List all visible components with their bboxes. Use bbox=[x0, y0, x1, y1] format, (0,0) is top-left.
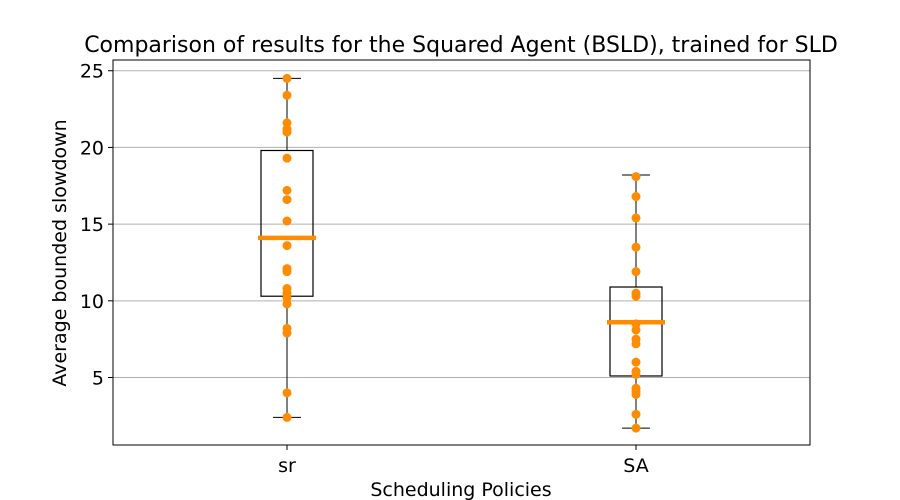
y-tick-label: 20 bbox=[80, 137, 104, 159]
data-point bbox=[282, 267, 292, 277]
x-tick-label: sr bbox=[278, 455, 296, 477]
data-point bbox=[282, 412, 292, 422]
data-point bbox=[631, 291, 641, 301]
data-point bbox=[282, 127, 292, 137]
data-point bbox=[631, 357, 641, 367]
data-point bbox=[282, 328, 292, 338]
data-point bbox=[282, 299, 292, 309]
points-layer bbox=[282, 73, 641, 433]
data-point bbox=[631, 213, 641, 223]
data-point bbox=[282, 185, 292, 195]
boxes-layer bbox=[258, 77, 665, 429]
y-tick-label: 15 bbox=[80, 214, 104, 236]
data-point bbox=[282, 90, 292, 100]
x-tick-label: SA bbox=[623, 455, 648, 477]
y-axis-label: Average bounded slowdown bbox=[49, 119, 71, 386]
data-point bbox=[282, 388, 292, 398]
y-tick-label: 10 bbox=[80, 291, 104, 313]
data-point bbox=[282, 195, 292, 205]
data-point bbox=[631, 325, 641, 335]
data-point bbox=[631, 267, 641, 277]
data-point bbox=[631, 423, 641, 433]
data-point bbox=[631, 242, 641, 252]
y-tick-label: 5 bbox=[92, 368, 104, 390]
data-point bbox=[631, 192, 641, 202]
x-axis-ticks: sr SA bbox=[278, 445, 649, 477]
data-point bbox=[631, 389, 641, 399]
grid-lines bbox=[113, 70, 810, 379]
chart-title: Comparison of results for the Squared Ag… bbox=[84, 33, 838, 58]
x-axis-label: Scheduling Policies bbox=[370, 479, 551, 500]
data-point bbox=[282, 153, 292, 163]
data-point bbox=[631, 172, 641, 182]
plot-area-frame bbox=[112, 59, 811, 446]
data-point bbox=[282, 216, 292, 226]
data-point bbox=[631, 339, 641, 349]
y-axis-ticks: 5 10 15 20 25 bbox=[80, 61, 113, 390]
data-point bbox=[282, 241, 292, 251]
data-point bbox=[631, 369, 641, 379]
data-point bbox=[282, 73, 292, 83]
y-tick-label: 25 bbox=[80, 61, 104, 83]
data-point bbox=[631, 409, 641, 419]
